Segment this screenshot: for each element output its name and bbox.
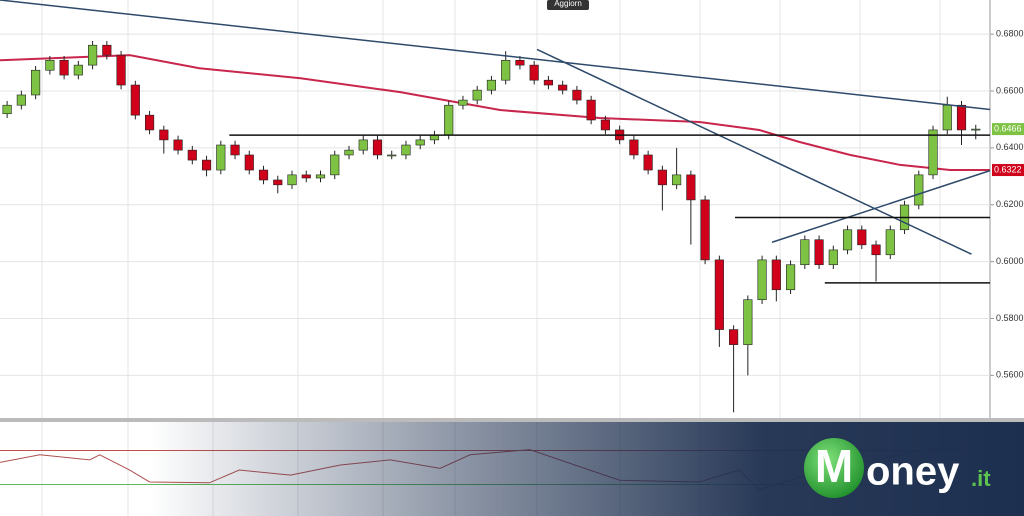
candle-body — [16, 94, 26, 106]
logo-text: oney — [866, 450, 960, 494]
y-tick-label: 0.6000 — [996, 256, 1024, 266]
candle-body — [415, 139, 425, 146]
candle-body — [73, 64, 83, 76]
candle-body — [501, 59, 511, 81]
logo-overlay — [150, 422, 1024, 516]
candle-body — [700, 199, 710, 261]
candle-body — [600, 119, 610, 131]
candle-body — [159, 129, 169, 141]
candle-body — [657, 169, 667, 186]
candle-body — [828, 249, 838, 266]
candle-body — [857, 229, 867, 246]
candle-body — [31, 69, 41, 96]
candle-body — [216, 144, 226, 171]
main-panel: 0.5600 0.5800 0.6000 0.6200 0.6400 0.6600 0.68… — [0, 0, 1024, 413]
candle-body — [287, 174, 297, 186]
candle-body — [956, 104, 967, 131]
candle-body — [130, 84, 140, 116]
candle-body — [372, 139, 383, 156]
y-tick-label: 0.6600 — [996, 85, 1024, 95]
candle-body — [273, 179, 283, 186]
price-label-box — [992, 123, 1024, 136]
candle-body — [444, 104, 454, 136]
candle-body — [558, 84, 568, 91]
candle-body — [515, 59, 525, 66]
candle-body — [344, 149, 354, 156]
refresh-button[interactable] — [547, 0, 589, 10]
candle-body — [472, 89, 482, 101]
candle-body — [387, 154, 397, 157]
candle-body — [458, 99, 468, 106]
y-tick-label: 0.6200 — [996, 199, 1024, 209]
logo-suffix: .it — [971, 466, 991, 491]
candle-body — [800, 239, 810, 266]
candle-body — [315, 174, 326, 179]
candle-body — [102, 44, 112, 56]
y-tick-label: 0.5600 — [996, 370, 1024, 380]
candle-body — [971, 128, 981, 131]
trendline — [536, 48, 972, 255]
candle-body — [743, 299, 753, 345]
candle-body — [714, 259, 724, 330]
candle-body — [401, 144, 411, 156]
candle-body — [486, 79, 497, 91]
y-tick-label: 0.6800 — [996, 28, 1024, 38]
candle-body — [686, 174, 696, 201]
candle-body — [301, 174, 311, 179]
candle-body — [572, 89, 582, 101]
candle-body — [629, 139, 639, 156]
y-tick-label: 0.6400 — [996, 142, 1024, 152]
candle-body — [871, 244, 881, 256]
candle-body — [187, 149, 197, 161]
logo-circle — [804, 438, 864, 498]
candle-body — [173, 139, 183, 151]
candle-body — [543, 79, 553, 86]
moving-average — [0, 54, 990, 172]
candle-body — [928, 129, 938, 176]
candle-body — [672, 174, 682, 186]
candle-body — [230, 144, 240, 156]
candle-body — [358, 139, 368, 151]
candle-body — [586, 99, 596, 121]
candle-body — [643, 154, 653, 171]
y-tick-label: 0.5800 — [996, 313, 1024, 323]
candle-body — [914, 174, 924, 206]
candle-body — [201, 159, 212, 171]
candle-body — [45, 59, 55, 71]
price-label-box — [992, 164, 1024, 177]
candle-body — [330, 154, 340, 176]
candle-body — [2, 104, 12, 115]
candle-body — [144, 114, 155, 131]
candle-body — [729, 329, 739, 345]
candle-body — [88, 44, 98, 66]
candle-body — [244, 154, 254, 171]
candle-body — [529, 64, 539, 81]
trendline — [771, 169, 991, 243]
candle-body — [942, 104, 952, 131]
candle-body — [116, 54, 126, 86]
candle-body — [786, 264, 796, 291]
candle-body — [885, 229, 895, 256]
logo-initial: M — [815, 440, 853, 492]
candle-body — [771, 259, 781, 291]
price-label: 0.6322 — [994, 164, 1022, 174]
candle-body — [59, 59, 69, 76]
panel-divider — [0, 418, 1024, 422]
candle-body — [258, 169, 269, 181]
refresh-button-label[interactable]: Aggiorn — [554, 0, 582, 8]
candle-body — [814, 239, 824, 266]
candle-body — [757, 259, 767, 301]
candle-body — [842, 229, 853, 251]
price-label: 0.6466 — [994, 123, 1022, 133]
trendline — [0, 0, 991, 111]
